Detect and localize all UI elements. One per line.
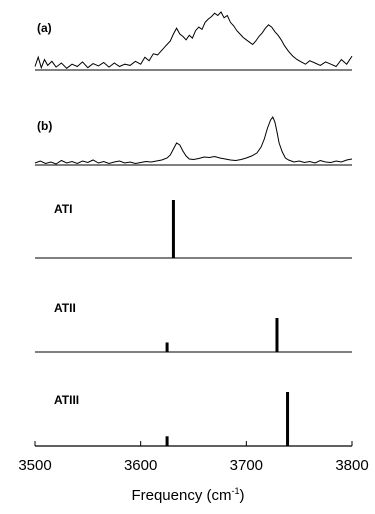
panel-ati: ATI bbox=[35, 200, 352, 259]
panel-ati-label: ATI bbox=[54, 202, 72, 216]
panel-b-label: (b) bbox=[37, 119, 52, 133]
panel-atiii: ATIII bbox=[54, 392, 290, 446]
x-tick-label-3600: 3600 bbox=[124, 457, 157, 474]
panel-atiii-label: ATIII bbox=[54, 393, 79, 407]
panel-a: (a) bbox=[34, 11, 353, 71]
x-tick-label-3800: 3800 bbox=[335, 457, 368, 474]
panel-a-label: (a) bbox=[37, 21, 52, 35]
panel-b-trace bbox=[34, 115, 353, 165]
panel-b: (b) bbox=[34, 115, 353, 166]
x-axis-title: Frequency (cm-1) bbox=[131, 486, 244, 504]
x-tick-label-3500: 3500 bbox=[18, 457, 51, 474]
x-tick-label-3700: 3700 bbox=[230, 457, 263, 474]
panel-atii: ATII bbox=[35, 301, 352, 353]
panel-a-trace bbox=[34, 11, 353, 70]
x-axis: 3500 3600 3700 3800 Frequency (cm-1) bbox=[18, 441, 369, 504]
panel-atii-label: ATII bbox=[54, 301, 76, 315]
